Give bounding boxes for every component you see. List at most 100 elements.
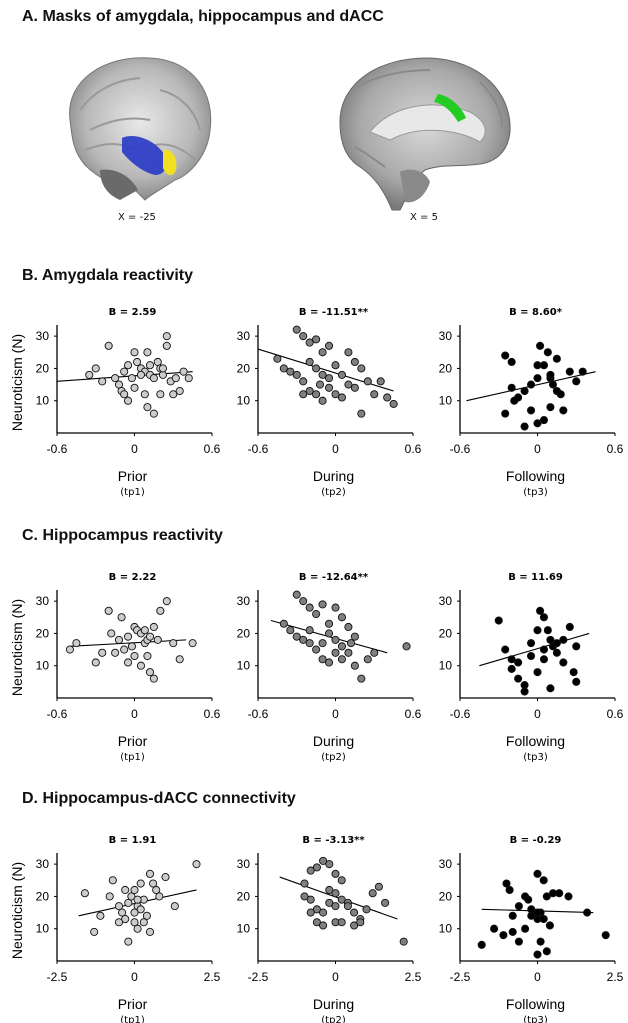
B-during-data-point	[318, 370, 327, 379]
C-following-y-tick-label: 30	[439, 594, 453, 608]
C-during-x-tick-label: 0.6	[405, 707, 422, 721]
B-following-data-point	[526, 380, 536, 389]
B-following-y-tick-label: 30	[439, 329, 453, 343]
C-during-data-point	[312, 645, 321, 654]
D-during-y-tick-label: 10	[237, 922, 251, 936]
C-prior-data-point	[72, 639, 81, 648]
B-following-y-tick-label: 20	[439, 361, 453, 375]
D-prior-data-point	[96, 911, 105, 920]
C-during-data-point	[318, 655, 327, 664]
C-following-data-point	[572, 677, 581, 686]
C-following-fit-line	[479, 632, 590, 667]
D-during-data-point	[331, 902, 340, 911]
B-during-data-point	[279, 364, 288, 373]
C-during-y-tick-label: 10	[237, 659, 251, 673]
D-prior-data-point	[121, 914, 130, 924]
D-prior-data-point	[124, 898, 133, 907]
C-during-x-sublabel: (tp2)	[321, 752, 346, 763]
D-during-data-point	[312, 905, 321, 914]
B-during-data-point	[331, 361, 340, 370]
B-prior-data-point	[171, 374, 180, 383]
B-prior-x-tick-label: 0	[131, 442, 138, 456]
B-prior-data-point	[130, 383, 139, 392]
C-prior-data-point	[117, 613, 126, 622]
D-following-x-tick-label: 0	[534, 970, 541, 984]
D-during-data-point	[399, 937, 408, 946]
D-following-data-point	[514, 902, 523, 911]
B-during-data-point	[376, 377, 385, 386]
D-following-data-point	[555, 889, 564, 898]
B-following-x-tick-label: 0	[534, 442, 541, 456]
C-during-data-point	[337, 613, 347, 622]
D-following-data-point	[477, 940, 486, 949]
D-prior-data-point	[155, 892, 164, 901]
B-during-data-point	[324, 374, 334, 383]
C-during-y-tick-label: 20	[237, 626, 251, 640]
B-prior-data-point	[158, 364, 167, 373]
B-following-x-tick-label: 0.6	[607, 442, 624, 456]
B-during-data-point	[357, 409, 366, 418]
B-following-data-point	[559, 406, 568, 415]
B-during-fit-line	[257, 348, 394, 392]
B-prior-b-label: B = 2.59	[109, 307, 157, 318]
B-prior-x-label: Prior	[118, 468, 148, 484]
C-prior-fit-line	[69, 639, 187, 647]
D-following-data-point	[521, 924, 530, 933]
B-during-data-point	[305, 357, 314, 367]
D-during-data-point	[300, 879, 309, 888]
B-during-data-point	[337, 393, 347, 402]
C-prior-data-point	[162, 597, 171, 606]
D-prior-y-tick-label: 10	[36, 922, 50, 936]
D-prior-data-point	[170, 902, 179, 911]
C-prior-data-point	[123, 658, 133, 667]
D-during-data-point	[325, 885, 334, 895]
B-during-data-point	[344, 380, 353, 389]
C-following-data-point	[543, 626, 552, 635]
D-during-x-tick-label: -2.5	[248, 970, 269, 984]
B-following-data-point	[556, 390, 565, 399]
D-during-x-sublabel: (tp2)	[321, 1015, 346, 1023]
B-following-data-point	[520, 386, 529, 396]
B-prior-data-point	[133, 357, 142, 367]
D-prior-data-point	[192, 860, 201, 869]
C-following-y-tick-label: 10	[439, 659, 453, 673]
C-during-data-point	[344, 622, 353, 632]
brain-sagittal-right-image	[339, 57, 511, 211]
B-during-data-point	[318, 348, 327, 357]
B-following-data-point	[548, 380, 558, 389]
D-following-data-point	[514, 937, 523, 946]
B-during-data-point	[363, 377, 372, 386]
D-following-data-point	[508, 927, 517, 936]
B-during-data-point	[324, 341, 334, 350]
C-prior-data-point	[120, 645, 129, 654]
B-during-data-point	[312, 390, 321, 399]
C-prior-data-point	[149, 674, 158, 683]
B-prior-x-tick-label: 0.6	[204, 442, 221, 456]
B-during-data-point	[389, 399, 398, 408]
D-following-data-point	[502, 879, 511, 888]
D-following-x-tick-label: 2.5	[607, 970, 624, 984]
C-during-data-point	[370, 648, 379, 657]
D-following-x-label: Following	[506, 996, 565, 1012]
C-prior-data-point	[136, 661, 146, 670]
D-prior-data-point	[161, 873, 170, 882]
C-following-x-sublabel: (tp3)	[523, 752, 548, 763]
D-following-data-point	[533, 908, 542, 917]
B-during-data-point	[357, 364, 366, 373]
C-following-x-tick-label: -0.6	[450, 707, 471, 721]
B-following-data-point	[507, 383, 516, 392]
B-prior-data-point	[136, 370, 146, 379]
B-during-data-point	[305, 386, 314, 396]
D-prior-data-point	[121, 885, 130, 895]
D-during-data-point	[374, 882, 383, 891]
B-during-data-point	[350, 357, 359, 367]
D-during-data-point	[306, 895, 315, 904]
B-following-x-tick-label: -0.6	[450, 442, 471, 456]
C-following-data-point	[572, 642, 581, 651]
C-following-y-tick-label: 20	[439, 626, 453, 640]
D-prior-x-tick-label: 0	[131, 970, 138, 984]
B-during-data-point	[331, 390, 340, 399]
D-during-data-point	[319, 908, 328, 917]
C-during-x-label: During	[313, 733, 354, 749]
